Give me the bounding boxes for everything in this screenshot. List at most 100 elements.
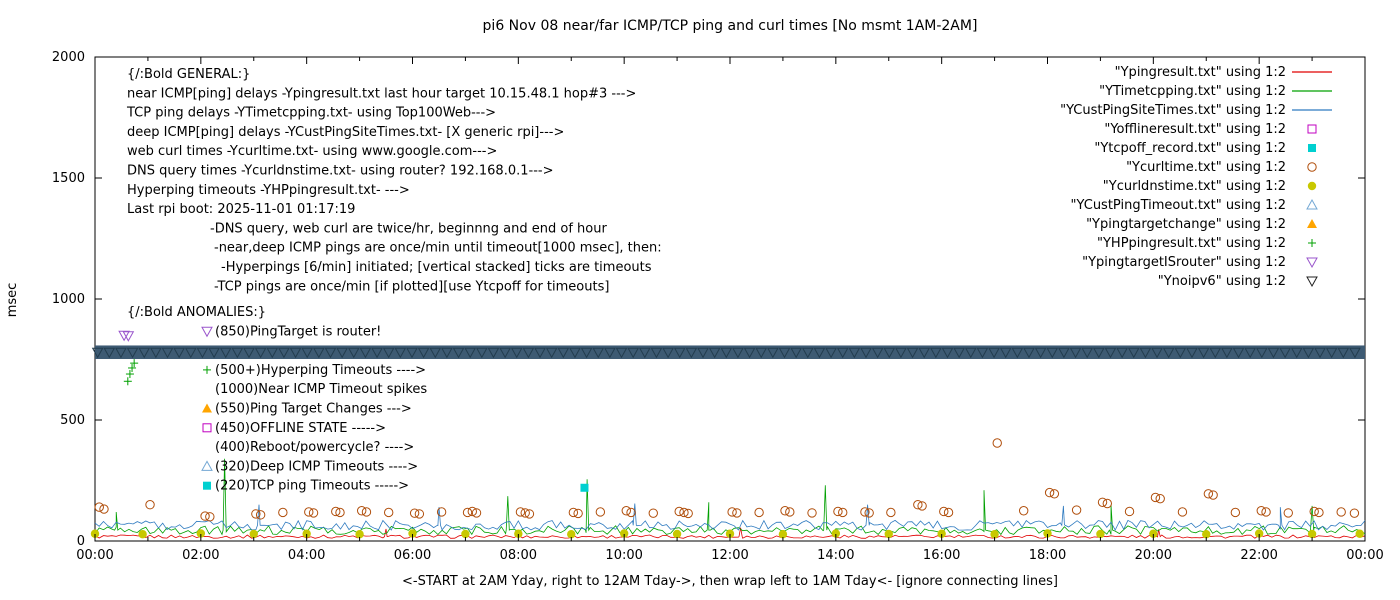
scatter-1-point bbox=[196, 529, 206, 538]
noipv6-band-triangle bbox=[778, 347, 791, 359]
scatter-0-point bbox=[917, 501, 927, 511]
series-line-1 bbox=[94, 458, 1366, 536]
scatter-0-point bbox=[524, 509, 535, 519]
scatter-0-point bbox=[626, 507, 636, 518]
scatter-0-point bbox=[648, 508, 658, 518]
noipv6-band-triangle bbox=[1232, 347, 1245, 359]
scatter-0-point bbox=[251, 509, 261, 519]
annotation-general-line: Hyperping timeouts -YHPpingresult.txt- -… bbox=[127, 183, 410, 198]
noipv6-band-triangle bbox=[231, 347, 244, 359]
scatter-1-point bbox=[884, 529, 893, 539]
noipv6-band-triangle bbox=[371, 347, 383, 359]
legend-marker-circle-filled bbox=[1307, 181, 1317, 191]
noipv6-band-triangle bbox=[918, 347, 931, 359]
noipv6-band-triangle bbox=[1023, 347, 1035, 359]
scatter-1-point bbox=[90, 529, 100, 538]
scatter-0-point bbox=[205, 512, 215, 522]
noipv6-band-triangle bbox=[1139, 347, 1152, 359]
scatter-0-point bbox=[1071, 505, 1082, 515]
noipv6-band-triangle bbox=[1151, 347, 1163, 359]
scatter-1-point bbox=[249, 529, 258, 539]
noipv6-band-triangle bbox=[685, 347, 698, 359]
x-tick-label: 00:00 bbox=[1346, 548, 1383, 563]
noipv6-band-triangle bbox=[1058, 347, 1070, 359]
scatter-1-point bbox=[725, 529, 735, 538]
annotation-general-line: {/:Bold GENERAL:} bbox=[127, 67, 250, 82]
anomaly-marker-square-filled bbox=[203, 481, 211, 490]
noipv6-band-triangle bbox=[289, 347, 302, 359]
noipv6-band-triangle bbox=[1314, 347, 1326, 359]
scatter-0-point bbox=[357, 506, 367, 516]
scatter-1-point bbox=[778, 530, 788, 539]
scatter-1-point bbox=[567, 530, 576, 539]
scatter-0-point bbox=[145, 500, 155, 510]
scatter-0-point bbox=[833, 506, 843, 517]
noipv6-band-triangle bbox=[464, 347, 477, 359]
scatter-0-point bbox=[1261, 507, 1271, 517]
scatter-0-point bbox=[255, 510, 266, 520]
series-line-0 bbox=[94, 527, 1366, 539]
scatter-1-point bbox=[619, 529, 629, 538]
noipv6-band-triangle bbox=[999, 347, 1012, 359]
scatter-1-point bbox=[302, 529, 311, 538]
legend-marker-triangle-down-open bbox=[1306, 276, 1318, 288]
scatter-0-point bbox=[409, 508, 420, 518]
y-tick-label: 1000 bbox=[52, 292, 85, 307]
legend-label: "Ycurldnstime.txt" using 1:2 bbox=[1103, 179, 1286, 194]
annotation-general-line: DNS query times -Ycurldnstime.txt- using… bbox=[127, 164, 553, 179]
noipv6-band-triangle bbox=[115, 347, 127, 359]
annotation-general-line: near ICMP[ping] delays -Ypingresult.txt … bbox=[127, 86, 636, 101]
legend-label: "Ytcpoff_record.txt" using 1:2 bbox=[1094, 141, 1286, 156]
noipv6-band-triangle bbox=[336, 347, 348, 359]
noipv6-band-triangle bbox=[836, 347, 849, 359]
scatter-0-point bbox=[361, 507, 372, 517]
scatter-0-point bbox=[335, 507, 345, 518]
noipv6-band-triangle bbox=[871, 347, 884, 359]
scatter-4-point bbox=[122, 331, 135, 342]
x-tick-label: 20:00 bbox=[1135, 548, 1172, 563]
legend-label: "Ypingresult.txt" using 1:2 bbox=[1115, 65, 1286, 80]
x-tick-label: 08:00 bbox=[500, 548, 537, 563]
noipv6-band-triangle bbox=[848, 347, 861, 359]
y-tick-label: 2000 bbox=[52, 50, 85, 65]
scatter-0-point bbox=[727, 507, 737, 517]
scatter-1-point bbox=[1254, 529, 1264, 538]
noipv6-band-triangle bbox=[91, 347, 104, 359]
scatter-1-point bbox=[1202, 530, 1211, 539]
noipv6-band-triangle bbox=[184, 347, 197, 359]
scatter-0-point bbox=[1044, 487, 1055, 498]
noipv6-band-triangle bbox=[441, 347, 453, 359]
scatter-0-point bbox=[732, 508, 742, 518]
anomaly-marker-triangle-up-filled bbox=[202, 403, 212, 413]
annotation-general-line: -near,deep ICMP pings are once/min until… bbox=[214, 241, 662, 256]
x-tick-label: 22:00 bbox=[1240, 548, 1277, 563]
annotation-general-line: Last rpi boot: 2025-11-01 01:17:19 bbox=[127, 202, 355, 217]
x-tick-label: 12:00 bbox=[711, 548, 748, 563]
noipv6-band-triangle bbox=[1209, 347, 1222, 359]
noipv6-band-triangle bbox=[860, 347, 872, 359]
noipv6-band-triangle bbox=[487, 347, 500, 359]
annotation-anomaly-line: (450)OFFLINE STATE -----> bbox=[215, 421, 386, 436]
legend-label: "Ynoipv6" using 1:2 bbox=[1158, 274, 1286, 289]
noipv6-band-triangle bbox=[1116, 347, 1128, 359]
plot-content: 0 500 1000 1500 2000 00:00 02:00 04:00 06:00 08:0… bbox=[52, 50, 1384, 563]
x-axis-label: <-START at 2AM Yday, right to 12AM Tday-… bbox=[402, 574, 1058, 589]
scatter-0-point bbox=[785, 507, 795, 517]
noipv6-band-triangle bbox=[1046, 347, 1059, 359]
noipv6-band-triangle bbox=[545, 347, 558, 359]
scatter-0-point bbox=[1150, 492, 1161, 503]
noipv6-band-triangle bbox=[1325, 347, 1338, 359]
annotation-anomaly-line: (550)Ping Target Changes ---> bbox=[215, 402, 412, 417]
noipv6-band-triangle bbox=[301, 347, 314, 359]
noipv6-band-triangle bbox=[557, 347, 570, 359]
annotation-anomaly-line: (400)Reboot/powercycle? ----> bbox=[215, 440, 414, 455]
noipv6-band-triangle bbox=[1127, 347, 1140, 359]
noipv6-band-triangle bbox=[743, 347, 756, 359]
noipv6-band-triangle bbox=[534, 347, 546, 359]
annotation-anomaly-line: (500+)Hyperping Timeouts ----> bbox=[215, 363, 426, 378]
scatter-0-point bbox=[864, 508, 874, 518]
legend-label: "YCustPingTimeout.txt" using 1:2 bbox=[1071, 198, 1286, 213]
scatter-1-point bbox=[672, 529, 682, 539]
scatter-1-point bbox=[1096, 529, 1105, 539]
